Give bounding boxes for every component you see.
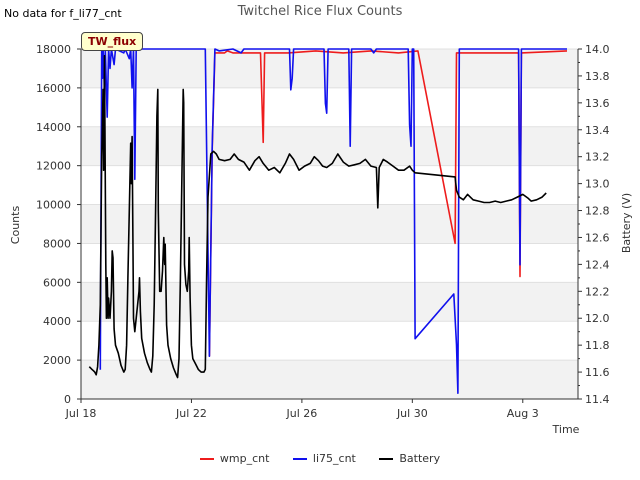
legend-swatch-battery xyxy=(379,458,394,460)
y2-tick-label: 13.6 xyxy=(585,97,610,110)
x-tick-label: Aug 3 xyxy=(507,407,539,420)
legend-swatch-li75 xyxy=(292,458,307,460)
legend-label-wmp: wmp_cnt xyxy=(219,452,270,465)
y2-tick-label: 14.0 xyxy=(585,43,610,56)
series-wmp-cnt xyxy=(208,50,568,357)
y2-tick-label: 13.0 xyxy=(585,178,610,191)
x-axis-label: Time xyxy=(552,423,580,436)
legend-label-battery: Battery xyxy=(399,452,441,465)
y-tick-label: 10000 xyxy=(36,199,71,212)
x-tick-label: Jul 22 xyxy=(175,407,207,420)
y2-tick-label: 12.0 xyxy=(585,312,610,325)
grid-bands xyxy=(81,48,578,400)
grid-band xyxy=(81,360,578,399)
y-tick-label: 2000 xyxy=(43,354,71,367)
no-data-note: No data for f_li77_cnt xyxy=(4,7,122,20)
y-tick-label: 14000 xyxy=(36,121,71,134)
legend-item-li75: li75_cnt xyxy=(292,452,356,465)
y2-tick-label: 11.8 xyxy=(585,339,610,352)
chart-title: Twitchel Rice Flux Counts xyxy=(237,4,403,19)
legend-swatch-wmp xyxy=(199,458,214,460)
y-tick-label: 6000 xyxy=(43,276,71,289)
x-tick-label: Jul 18 xyxy=(65,407,97,420)
y2-tick-label: 13.4 xyxy=(585,124,610,137)
y2-axis-label: Battery (V) xyxy=(620,193,633,253)
legend-item-battery: Battery xyxy=(379,452,440,465)
y-tick-label: 4000 xyxy=(43,315,71,328)
y2-tick-label: 12.6 xyxy=(585,231,610,244)
y2-tick-label: 12.8 xyxy=(585,205,610,218)
axes: 0 2000 4000 6000 8000 10000 12000 14000 16000 180… xyxy=(36,43,610,420)
grid-band xyxy=(81,49,578,88)
y2-tick-label: 13.2 xyxy=(585,151,610,164)
y2-tick-label: 11.4 xyxy=(585,393,610,406)
grid-band xyxy=(81,126,578,166)
y2-tick-label: 13.8 xyxy=(585,70,610,83)
y-tick-label: 0 xyxy=(64,393,71,406)
x-tick-label: Jul 26 xyxy=(286,407,318,420)
y-tick-label: 18000 xyxy=(36,43,71,56)
series-battery xyxy=(88,54,547,379)
y2-tick-label: 12.2 xyxy=(585,285,610,298)
legend-label-li75: li75_cnt xyxy=(312,452,356,465)
y2-tick-label: 12.4 xyxy=(585,258,610,271)
y-tick-label: 8000 xyxy=(43,237,71,250)
y-tick-label: 12000 xyxy=(36,160,71,173)
legend-item-wmp: wmp_cnt xyxy=(199,452,270,465)
x-tick-label: Jul 30 xyxy=(396,407,428,420)
legend: wmp_cnt li75_cnt Battery xyxy=(0,452,640,465)
grid-band xyxy=(81,282,578,322)
y-tick-label: 16000 xyxy=(36,82,71,95)
site-tag: TW_flux xyxy=(81,32,144,51)
y2-tick-label: 11.6 xyxy=(585,366,610,379)
y-axis-label: Counts xyxy=(9,206,22,245)
